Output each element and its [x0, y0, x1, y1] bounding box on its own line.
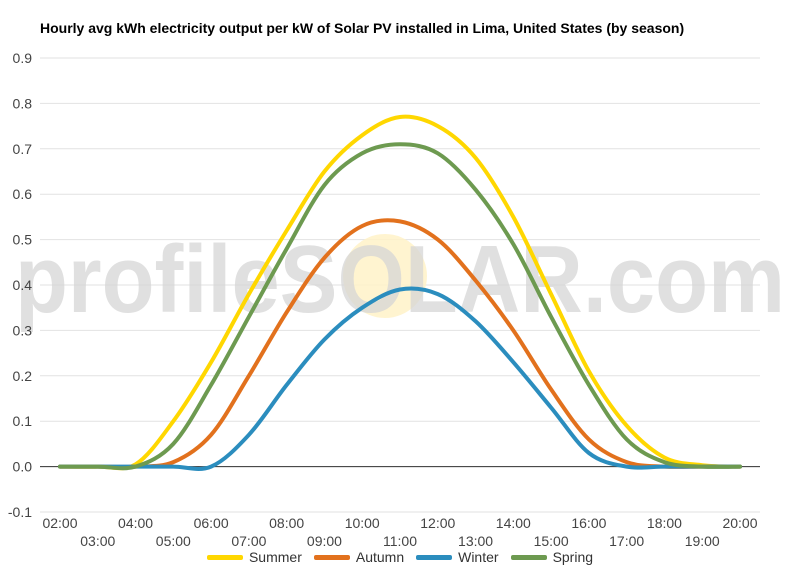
x-tick-label: 20:00: [722, 515, 757, 531]
series-lines: [58, 114, 742, 471]
watermark-text: profileSOLAR.com: [15, 226, 785, 333]
y-tick-label: -0.1: [8, 504, 32, 520]
x-tick-label: 09:00: [307, 533, 342, 549]
x-tick-label: 04:00: [118, 515, 153, 531]
y-tick-label: 0.3: [13, 322, 33, 338]
x-tick-label: 19:00: [685, 533, 720, 549]
x-tick-label: 06:00: [194, 515, 229, 531]
legend-item-spring[interactable]: Spring: [510, 549, 594, 565]
legend-label: Spring: [552, 549, 594, 565]
legend-swatch: [416, 554, 453, 560]
y-tick-label: 0.1: [13, 413, 33, 429]
x-tick-label: 18:00: [647, 515, 682, 531]
y-tick-label: 0.0: [13, 459, 33, 475]
y-tick-label: 0.8: [13, 95, 33, 111]
x-axis-ticks: 02:0003:0004:0005:0006:0007:0008:0009:00…: [42, 515, 757, 549]
legend-label: Winter: [458, 549, 499, 565]
y-tick-label: 0.7: [13, 141, 33, 157]
chart-title: Hourly avg kWh electricity output per kW…: [40, 20, 685, 36]
watermark-sun-icon: [343, 234, 427, 318]
y-tick-label: 0.5: [13, 232, 33, 248]
x-tick-label: 02:00: [42, 515, 77, 531]
series-line-summer: [58, 114, 742, 471]
x-tick-label: 07:00: [231, 533, 266, 549]
legend-swatch: [313, 554, 350, 560]
y-tick-label: 0.6: [13, 186, 33, 202]
x-tick-label: 05:00: [156, 533, 191, 549]
legend-label: Summer: [248, 549, 302, 565]
legend: Summer Autumn Winter Spring: [0, 549, 800, 565]
series-line-spring: [58, 142, 742, 471]
legend-swatch: [206, 554, 243, 560]
x-tick-label: 12:00: [420, 515, 455, 531]
x-tick-label: 16:00: [571, 515, 606, 531]
x-tick-label: 13:00: [458, 533, 493, 549]
x-tick-label: 10:00: [345, 515, 380, 531]
legend-item-summer[interactable]: Summer: [206, 549, 302, 565]
x-tick-label: 14:00: [496, 515, 531, 531]
x-tick-label: 17:00: [609, 533, 644, 549]
x-tick-label: 11:00: [383, 533, 417, 549]
y-axis-ticks: -0.1 0.0 0.1 0.2 0.3 0.4 0.5 0.6 0.7 0.8 0.9: [8, 50, 32, 520]
legend-item-autumn[interactable]: Autumn: [313, 549, 405, 565]
legend-item-winter[interactable]: Winter: [416, 549, 499, 565]
legend-label: Autumn: [355, 549, 405, 565]
x-tick-label: 08:00: [269, 515, 304, 531]
y-tick-label: 0.4: [13, 277, 33, 293]
x-tick-label: 03:00: [80, 533, 115, 549]
series-line-autumn: [58, 218, 742, 469]
series-line-winter: [58, 286, 742, 471]
legend-swatch: [510, 554, 547, 560]
x-tick-label: 15:00: [534, 533, 569, 549]
watermark: profileSOLAR.com: [15, 226, 785, 333]
grid: [40, 57, 760, 513]
y-tick-label: 0.2: [13, 368, 33, 384]
y-tick-label: 0.9: [13, 50, 33, 66]
